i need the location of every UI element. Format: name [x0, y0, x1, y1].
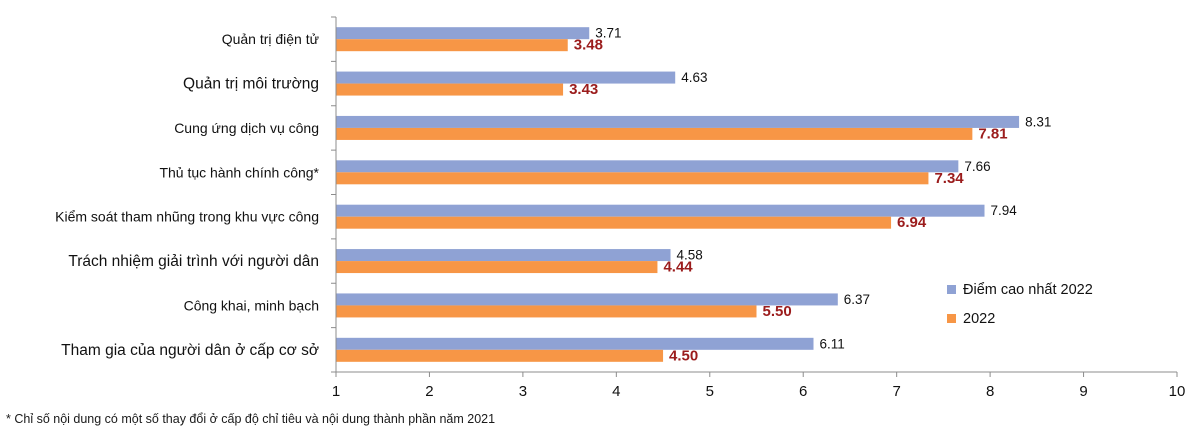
bar-best-2022	[336, 27, 590, 40]
value-label-2022: 7.34	[934, 170, 964, 187]
value-label-best-2022: 8.31	[1025, 114, 1051, 129]
bar-best-2022	[336, 293, 838, 306]
bar-2022	[336, 305, 757, 318]
footnote: * Chỉ số nội dung có một số thay đổi ở c…	[6, 412, 496, 426]
x-axis: 1 2 3 4 5 6 7 8 9 10	[331, 16, 1186, 400]
bar-best-2022	[336, 71, 676, 84]
x-tick-label: 7	[892, 383, 900, 400]
value-label-best-2022: 3.71	[595, 26, 621, 41]
legend-swatch	[947, 285, 956, 294]
value-label-best-2022: 7.94	[991, 203, 1018, 218]
value-label-best-2022: 4.63	[681, 70, 707, 85]
bar-2022	[336, 216, 892, 229]
x-tick-label: 6	[799, 383, 807, 400]
bar-2022	[336, 127, 973, 140]
bar-2022	[336, 83, 564, 96]
category-label: Thủ tục hành chính công*	[159, 164, 319, 180]
bar-best-2022	[336, 249, 671, 262]
value-label-best-2022: 7.66	[964, 159, 990, 174]
value-labels: 3.713.48 4.63 3.43 8.31 7.81 7.667.34 7.94 6.94…	[569, 26, 1051, 365]
legend-label: 2022	[963, 311, 995, 327]
category-labels: Quản trị điện tử Quản trị môi trường Cung …	[55, 31, 319, 359]
value-label-2022: 4.50	[669, 347, 698, 364]
value-label-2022: 7.81	[978, 125, 1007, 142]
category-label: Quản trị điện tử	[222, 31, 319, 47]
x-tick-label: 9	[1079, 383, 1087, 400]
bar-best-2022	[336, 337, 814, 350]
value-label-best-2022: 6.11	[820, 336, 845, 351]
bar-2022	[336, 39, 568, 52]
x-tick-label: 2	[425, 383, 433, 400]
category-label: Quản trị môi trường	[183, 76, 319, 93]
bar-best-2022	[336, 204, 985, 217]
bar-best-2022	[336, 160, 959, 173]
category-label: Kiểm soát tham nhũng trong khu vực công	[55, 209, 319, 225]
value-label-2022: 3.43	[569, 81, 598, 98]
value-label-2022: 5.50	[763, 303, 792, 320]
x-tick-label: 1	[332, 383, 340, 400]
chart-canvas: Quản trị điện tử Quản trị môi trường Cung …	[55, 16, 1186, 400]
bar-2022	[336, 349, 664, 362]
bar-2022	[336, 172, 929, 185]
category-label: Tham gia của người dân ở cấp cơ sở	[61, 342, 319, 359]
x-tick-label: 3	[519, 383, 527, 400]
x-tick-label: 8	[986, 383, 994, 400]
bar-2022	[336, 261, 658, 274]
category-label: Trách nhiệm giải trình với người dân	[68, 253, 319, 270]
x-tick-label: 4	[612, 383, 620, 400]
category-label: Công khai, minh bạch	[184, 297, 319, 313]
value-label-2022: 4.44	[663, 259, 693, 276]
value-label-2022: 3.48	[574, 37, 603, 54]
value-label-best-2022: 6.37	[844, 292, 870, 307]
bars-layer	[336, 27, 1020, 362]
legend-label: Điểm cao nhất 2022	[963, 282, 1093, 298]
legend-swatch	[947, 314, 956, 323]
legend: Điểm cao nhất 2022 2022	[947, 282, 1093, 327]
x-tick-label: 10	[1169, 383, 1186, 400]
x-tick-label: 5	[706, 383, 714, 400]
category-label: Cung ứng dịch vụ công	[174, 120, 319, 136]
value-label-best-2022: 4.58	[677, 248, 703, 263]
bar-best-2022	[336, 115, 1020, 128]
value-label-2022: 6.94	[897, 214, 927, 231]
